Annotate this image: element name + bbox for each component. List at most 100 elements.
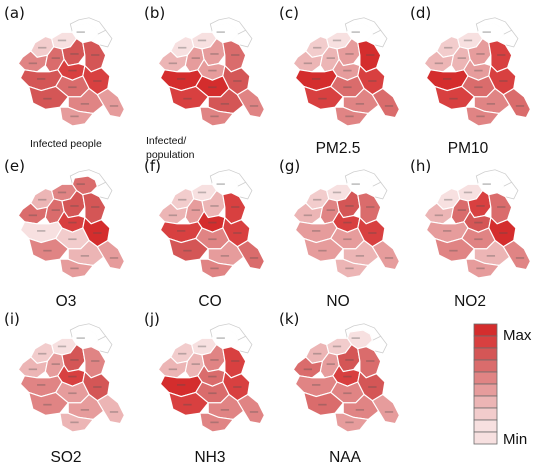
province-name-mark: [476, 115, 485, 118]
province-region: [334, 258, 369, 279]
province-region: [96, 393, 125, 425]
province-region: [236, 239, 265, 271]
province-name-mark: [68, 86, 77, 89]
map-panel: (e) O3: [4, 157, 125, 310]
map-panel: (j) NH3: [144, 310, 265, 466]
province-name-mark: [28, 62, 38, 65]
province-name-mark: [68, 221, 77, 224]
choropleth-map: [423, 17, 531, 127]
province-region: [199, 412, 234, 433]
map-panel: (f) CO: [144, 157, 265, 310]
province-name-mark: [178, 46, 187, 49]
province-name-mark: [476, 267, 485, 270]
province-name-mark: [43, 249, 52, 252]
province-name-mark: [233, 232, 242, 234]
panel-caption: Infected people: [30, 138, 102, 150]
province-name-mark: [474, 69, 483, 72]
province-region: [59, 412, 94, 433]
province-region: [96, 87, 125, 119]
province-name-mark: [197, 345, 207, 348]
province-name-mark: [355, 103, 365, 105]
province-name-mark: [326, 363, 335, 365]
province-name-mark: [178, 198, 187, 201]
province-name-mark: [444, 46, 453, 49]
province-name-mark: [343, 375, 352, 378]
province-name-mark: [57, 345, 67, 348]
panel-label: (j): [144, 310, 160, 328]
province-region: [199, 258, 234, 279]
province-name-mark: [177, 78, 186, 80]
legend-swatch: [473, 383, 498, 397]
choropleth-map: [157, 17, 265, 127]
province-name-mark: [220, 409, 230, 411]
province-name-mark: [76, 337, 85, 339]
province-name-mark: [91, 206, 100, 208]
legend-swatch: [473, 431, 498, 445]
province-name-mark: [231, 54, 240, 56]
province-name-mark: [70, 267, 79, 270]
province-name-mark: [68, 392, 77, 395]
province-name-mark: [332, 39, 342, 42]
province-name-mark: [368, 386, 377, 388]
province-name-mark: [249, 257, 259, 259]
province-name-mark: [220, 255, 230, 257]
choropleth-map: [423, 169, 531, 279]
province-name-mark: [37, 78, 46, 80]
province-name-mark: [210, 359, 219, 361]
province-region: [168, 391, 209, 416]
province-region: [502, 87, 531, 119]
province-region: [371, 87, 400, 119]
province-region: [303, 391, 344, 416]
panel-caption: NO2: [454, 293, 486, 310]
province-name-mark: [515, 105, 525, 107]
map-panel: (c) PM2.5: [279, 4, 400, 157]
province-name-mark: [70, 205, 79, 207]
province-name-mark: [343, 238, 352, 241]
province-name-mark: [443, 230, 452, 232]
province-name-mark: [482, 183, 491, 185]
province-name-mark: [109, 257, 119, 259]
choropleth-map: [292, 323, 400, 433]
province-name-mark: [384, 411, 394, 413]
province-name-mark: [497, 206, 506, 208]
province-name-mark: [312, 384, 321, 386]
legend-swatch: [473, 371, 498, 385]
province-name-mark: [216, 183, 225, 185]
province-name-mark: [345, 53, 354, 55]
province-name-mark: [191, 57, 200, 59]
province-name-mark: [351, 31, 360, 33]
province-name-mark: [368, 80, 377, 82]
province-name-mark: [37, 230, 46, 232]
province-region: [59, 258, 94, 279]
province-name-mark: [168, 368, 178, 371]
province-name-mark: [351, 183, 360, 185]
province-name-mark: [57, 39, 67, 42]
panel-caption: Infected/: [146, 135, 186, 147]
province-name-mark: [210, 205, 219, 207]
province-region: [465, 258, 500, 279]
province-name-mark: [93, 80, 102, 82]
province-name-mark: [343, 392, 352, 395]
map-panel: (i) SO2: [4, 310, 125, 466]
map-panel: (a) Infected people: [4, 4, 125, 150]
province-name-mark: [474, 221, 483, 224]
province-name-mark: [499, 232, 508, 234]
province-name-mark: [208, 375, 217, 378]
panel-caption: population: [146, 149, 195, 161]
province-name-mark: [210, 115, 219, 118]
province-name-mark: [449, 249, 458, 252]
province-name-mark: [312, 230, 321, 232]
panel-caption: SO2: [50, 449, 81, 466]
province-name-mark: [474, 86, 483, 89]
province-name-mark: [366, 206, 375, 208]
province-name-mark: [326, 209, 335, 211]
province-name-mark: [449, 97, 458, 100]
province-name-mark: [312, 78, 321, 80]
province-name-mark: [233, 80, 242, 82]
province-name-mark: [249, 411, 259, 413]
province-name-mark: [177, 384, 186, 386]
province-name-mark: [366, 360, 375, 362]
choropleth-map: [17, 169, 125, 279]
province-name-mark: [366, 54, 375, 56]
